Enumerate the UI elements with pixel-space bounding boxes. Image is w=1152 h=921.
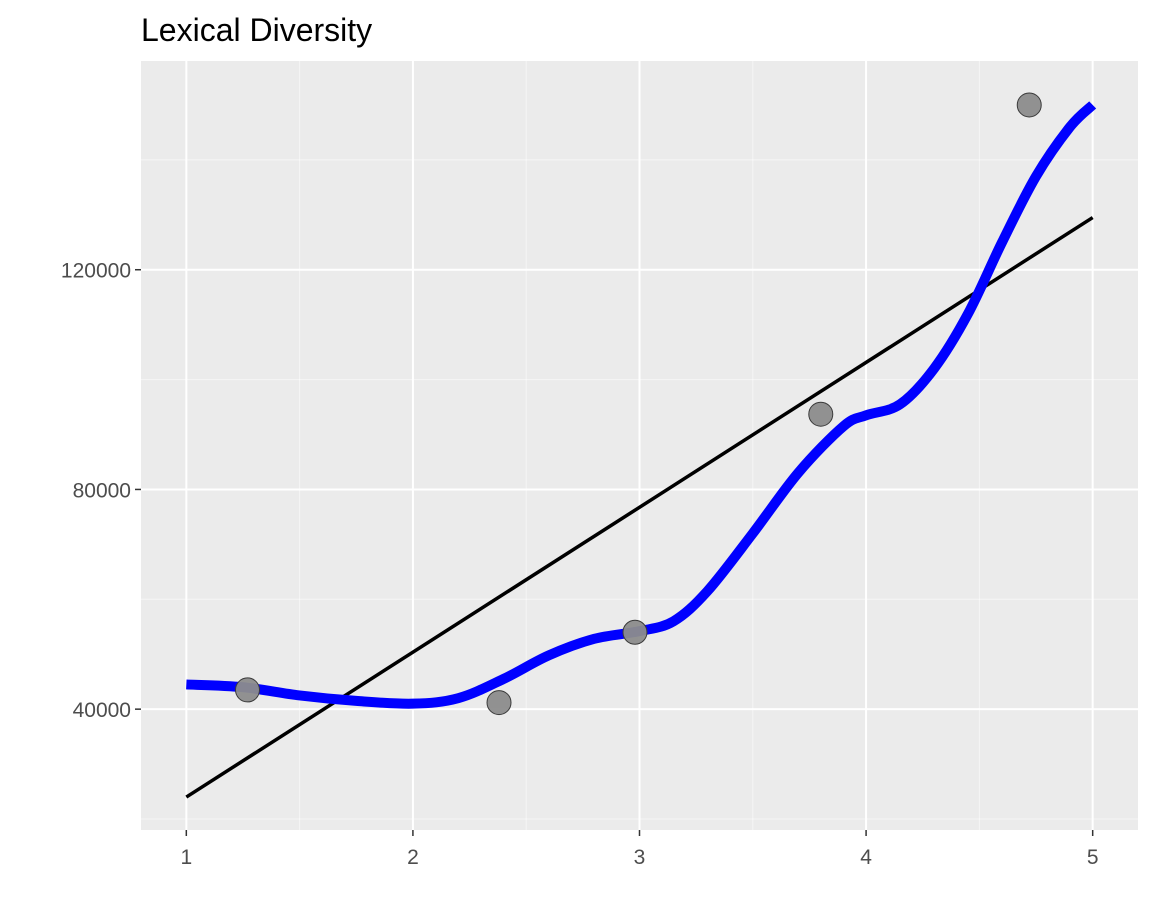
x-tick-label: 3: [634, 846, 646, 869]
smooth-fit-line: [186, 101, 1097, 709]
data-points: [234, 92, 1042, 716]
data-point: [808, 401, 834, 427]
data-point: [234, 677, 260, 703]
data-point: [622, 619, 648, 645]
x-tick-label: 4: [860, 846, 872, 869]
data-point: [1016, 92, 1042, 118]
y-tick-label: 40000: [73, 699, 131, 722]
x-tick-label: 2: [407, 846, 419, 869]
x-tick-label: 5: [1087, 846, 1099, 869]
y-tick-label: 120000: [61, 260, 131, 283]
chart-title: Lexical Diversity: [141, 12, 372, 48]
y-axis: 40000 80000 120000: [61, 260, 141, 722]
x-tick-label: 1: [180, 846, 192, 869]
smooth-fit-series: [186, 101, 1097, 709]
y-tick-label: 80000: [73, 479, 131, 502]
x-axis: 1 2 3 4 5: [180, 830, 1099, 869]
data-point: [486, 690, 512, 716]
